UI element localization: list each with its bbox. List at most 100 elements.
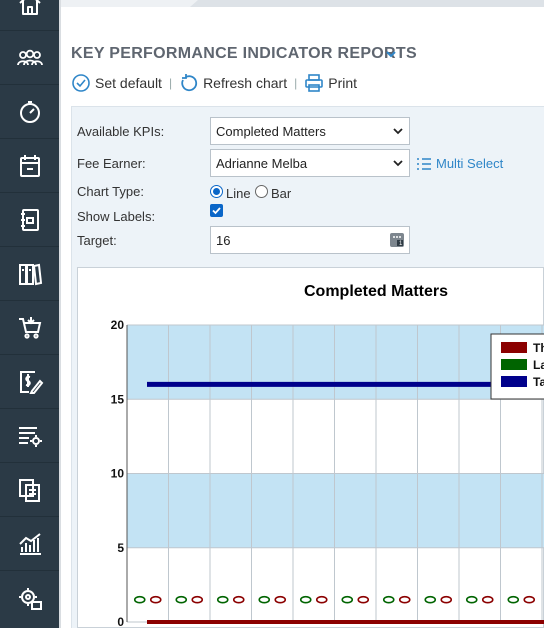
sidebar-item-admin[interactable] xyxy=(0,571,59,625)
chart-y-ticks: 0 5 10 15 20 xyxy=(111,318,125,628)
chart-type-line-label: Line xyxy=(226,186,251,201)
sidebar-edge xyxy=(59,0,61,628)
print-label: Print xyxy=(328,75,358,91)
chart-data-label-this-year xyxy=(274,595,287,604)
sidebar-item-documents[interactable] xyxy=(0,463,59,517)
chart-title: Completed Matters xyxy=(304,283,448,300)
chart-data-label-last-year xyxy=(133,595,146,604)
chart-legend-label: La xyxy=(533,358,544,372)
chart-series xyxy=(133,381,544,624)
sidebar-item-invoices[interactable] xyxy=(0,355,59,409)
chart-data-label-pair xyxy=(465,595,494,604)
fee-earner-label: Fee Earner: xyxy=(77,156,146,171)
chart-data-label-this-year xyxy=(232,595,245,604)
chart-data-label-last-year xyxy=(258,595,271,604)
refresh-icon xyxy=(181,74,198,92)
chart-data-label-pair xyxy=(299,595,328,604)
cart-icon xyxy=(18,316,41,339)
toolbar-separator: | xyxy=(294,76,298,90)
timer-icon xyxy=(19,100,40,123)
chart-y-tick-label: 20 xyxy=(111,318,125,332)
chart-legend-swatch xyxy=(501,359,527,370)
chart-data-label-this-year xyxy=(315,595,328,604)
chart-data-label-last-year xyxy=(299,595,312,604)
chart-band xyxy=(127,325,544,400)
printer-icon xyxy=(305,74,324,92)
chart-y-tick-label: 5 xyxy=(117,541,124,555)
show-labels-checkbox[interactable] xyxy=(210,204,223,217)
chart-band xyxy=(127,473,544,548)
chart-type-bar-label: Bar xyxy=(271,186,292,201)
chart-data-label-pair xyxy=(216,595,245,604)
list-settings-icon xyxy=(18,426,42,447)
multi-select-link[interactable]: Multi Select xyxy=(416,156,503,171)
check-circle-icon xyxy=(72,74,90,92)
chart-data-label-pair xyxy=(341,595,370,604)
sidebar-item-library[interactable] xyxy=(0,247,59,301)
sidebar-item-cart[interactable] xyxy=(0,301,59,355)
checkmark-icon xyxy=(212,207,221,215)
sidebar xyxy=(0,0,59,628)
chevron-down-icon xyxy=(393,128,403,135)
chart-data-label-last-year xyxy=(216,595,229,604)
invoice-edit-icon xyxy=(19,370,43,394)
svg-text:1: 1 xyxy=(399,241,403,247)
chart-type-bar-radio[interactable] xyxy=(255,185,268,198)
documents-icon xyxy=(18,478,40,502)
sidebar-item-home[interactable] xyxy=(0,0,59,31)
chart-data-label-last-year xyxy=(424,595,437,604)
chart-legend-label: Ta xyxy=(533,375,544,389)
sidebar-item-analytics[interactable] xyxy=(0,517,59,571)
chart-data-label-this-year xyxy=(191,595,204,604)
chart-type-label: Chart Type: xyxy=(77,184,144,199)
chart-legend-swatch xyxy=(501,376,527,387)
show-labels-label: Show Labels: xyxy=(77,209,156,224)
sidebar-item-time[interactable] xyxy=(0,85,59,139)
fee-earner-select[interactable]: Adrianne Melba xyxy=(210,149,410,177)
fee-earner-value: Adrianne Melba xyxy=(216,156,308,171)
sidebar-item-settings-list[interactable] xyxy=(0,409,59,463)
refresh-chart-button[interactable]: Refresh chart xyxy=(179,73,287,93)
chart-data-label-this-year xyxy=(398,595,411,604)
available-kpis-select[interactable]: Completed Matters xyxy=(210,117,410,145)
chart-data-label-pair xyxy=(133,595,162,604)
refresh-chart-label: Refresh chart xyxy=(203,75,288,91)
sidebar-item-people[interactable] xyxy=(0,31,59,85)
contacts-book-icon xyxy=(20,208,39,231)
toolbar: Set default | Refresh chart | Print xyxy=(71,72,357,94)
chart-data-label-pair xyxy=(258,595,287,604)
print-button[interactable]: Print xyxy=(304,73,357,93)
sidebar-item-contacts[interactable] xyxy=(0,193,59,247)
set-default-button[interactable]: Set default xyxy=(71,73,162,93)
chart-data-label-last-year xyxy=(175,595,188,604)
target-input[interactable]: 16 1 xyxy=(210,226,410,254)
target-value: 16 xyxy=(216,233,231,248)
chart-legend: Th La Ta xyxy=(490,333,544,400)
top-band-accent xyxy=(190,0,544,7)
chart-data-label-pair xyxy=(507,595,536,604)
kpi-line-chart: Completed Matters 0 5 10 15 20 Th La Ta xyxy=(111,283,544,628)
gear-search-icon xyxy=(18,588,42,610)
chevron-down-icon xyxy=(393,160,403,167)
page-title: KEY PERFORMANCE INDICATOR REPORTS xyxy=(71,45,417,62)
numeric-keypad-icon[interactable]: 1 xyxy=(389,232,405,248)
multi-select-label: Multi Select xyxy=(436,156,504,171)
library-icon xyxy=(18,263,42,285)
chart-data-label-last-year xyxy=(465,595,478,604)
chart-legend-label: Th xyxy=(533,341,544,355)
chart-data-label-pair xyxy=(175,595,204,604)
chart-data-label-pair xyxy=(382,595,411,604)
chart-data-label-this-year xyxy=(523,595,536,604)
chart-type-line-radio[interactable] xyxy=(210,185,223,198)
chart-y-tick-label: 10 xyxy=(111,467,125,481)
chart-data-label-last-year xyxy=(382,595,395,604)
chart-data-label-this-year xyxy=(481,595,494,604)
chart-legend-swatch xyxy=(501,342,527,353)
chevron-down-icon[interactable] xyxy=(384,47,398,61)
chart-y-tick-label: 0 xyxy=(117,615,124,628)
target-label: Target: xyxy=(77,233,117,248)
sidebar-item-calendar[interactable] xyxy=(0,139,59,193)
available-kpis-label: Available KPIs: xyxy=(77,124,165,139)
analytics-chart-icon xyxy=(18,532,41,555)
set-default-label: Set default xyxy=(95,75,162,91)
